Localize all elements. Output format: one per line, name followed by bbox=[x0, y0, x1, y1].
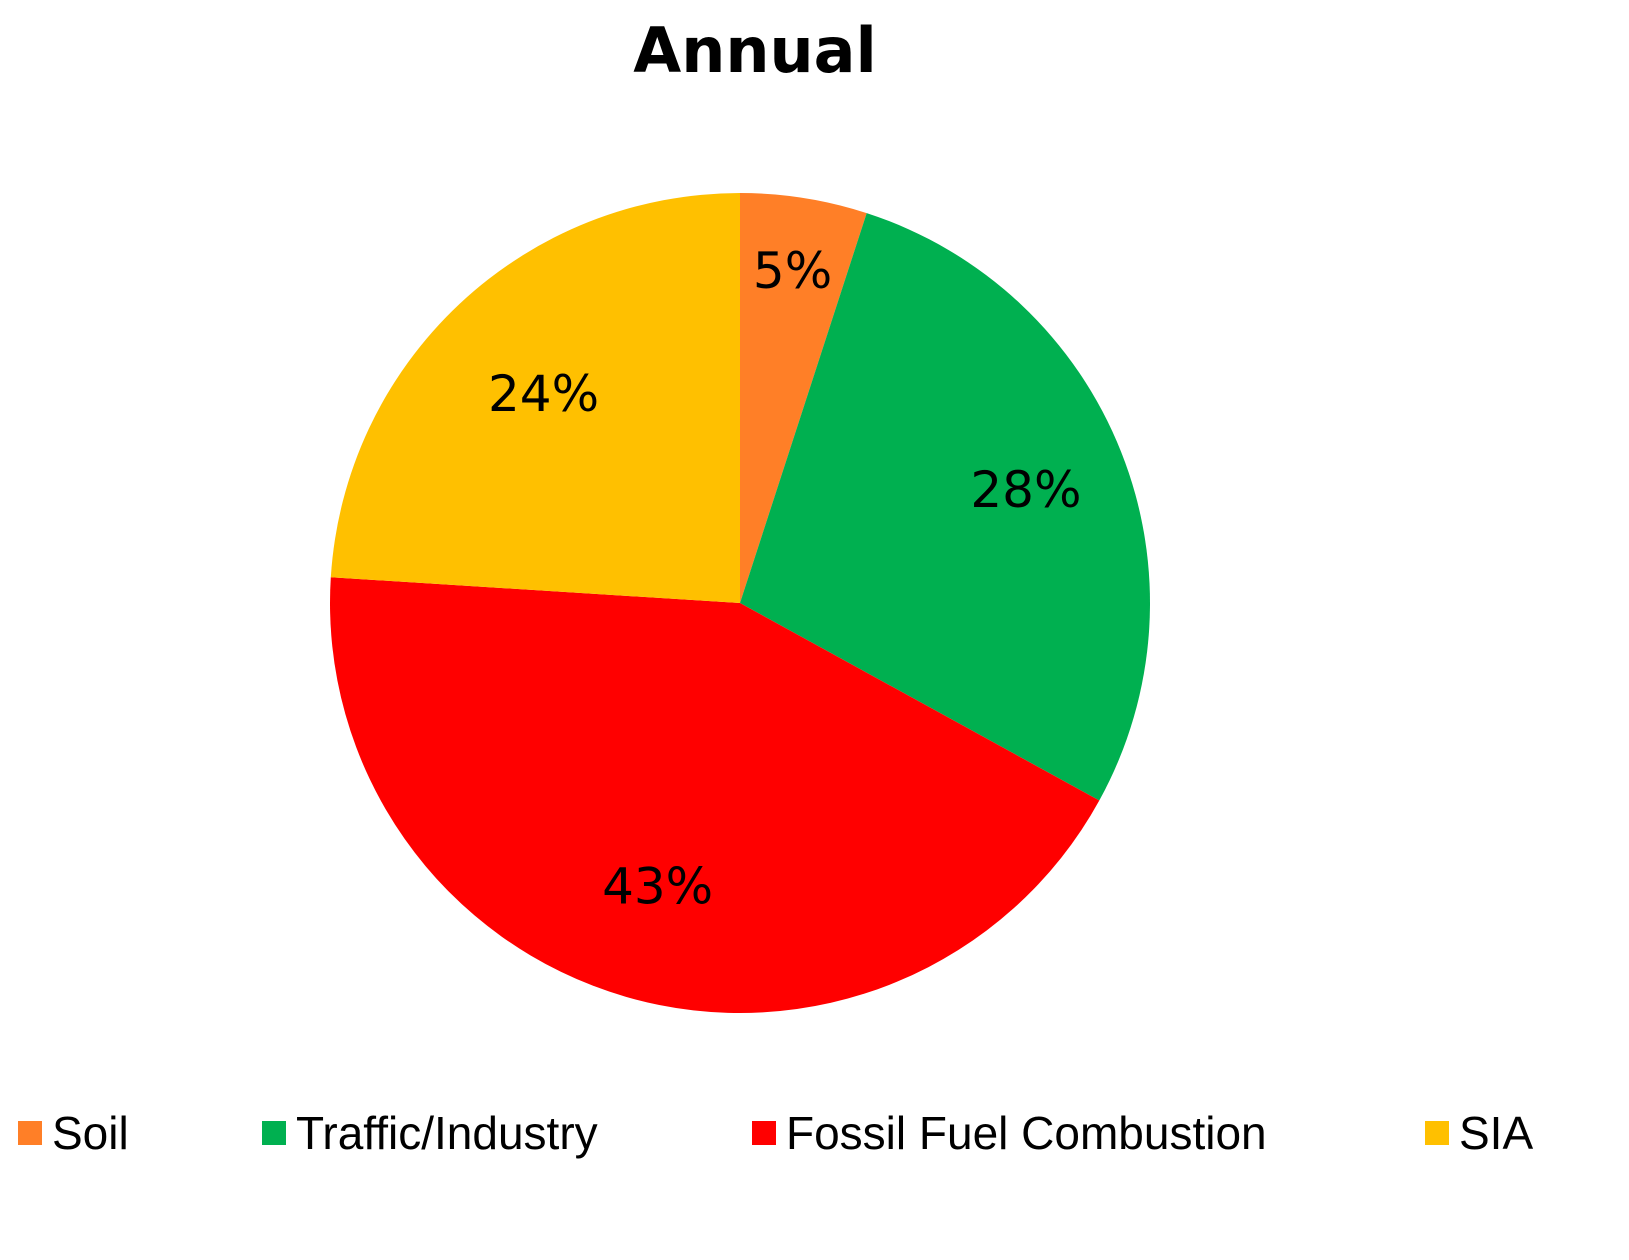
legend-swatch-fossil-fuel-combustion bbox=[752, 1121, 776, 1145]
legend-label-fossil-fuel-combustion: Fossil Fuel Combustion bbox=[786, 1107, 1267, 1159]
pie-slice-fossil-fuel-combustion bbox=[330, 577, 1100, 1013]
data-label-traffic-industry: 28% bbox=[970, 461, 1081, 519]
pie-slice-soil bbox=[740, 193, 867, 603]
pie-slices bbox=[330, 193, 1151, 1013]
data-label-fossil-fuel-combustion: 43% bbox=[602, 857, 713, 915]
legend-label-sia: SIA bbox=[1459, 1107, 1534, 1159]
pie-data-labels: 5% 28% 43% 24% bbox=[488, 242, 1082, 916]
legend-swatch-soil bbox=[18, 1121, 42, 1145]
legend-item-soil: Soil bbox=[18, 1098, 129, 1168]
legend-item-traffic-industry: Traffic/Industry bbox=[262, 1098, 598, 1168]
legend-label-traffic-industry: Traffic/Industry bbox=[296, 1107, 598, 1159]
data-label-sia: 24% bbox=[488, 365, 599, 423]
pie-slice-traffic-industry bbox=[740, 213, 1151, 801]
data-label-soil: 5% bbox=[753, 242, 832, 300]
legend-item-sia: SIA bbox=[1425, 1098, 1533, 1168]
legend-swatch-sia bbox=[1425, 1121, 1449, 1145]
legend-swatch-traffic-industry bbox=[262, 1121, 286, 1145]
legend: Soil Traffic/Industry Fossil Fuel Combus… bbox=[0, 1098, 1629, 1168]
legend-label-soil: Soil bbox=[52, 1107, 129, 1159]
pie-slice-sia bbox=[330, 193, 740, 603]
chart-title: Annual bbox=[633, 14, 877, 87]
legend-item-fossil-fuel-combustion: Fossil Fuel Combustion bbox=[752, 1098, 1267, 1168]
